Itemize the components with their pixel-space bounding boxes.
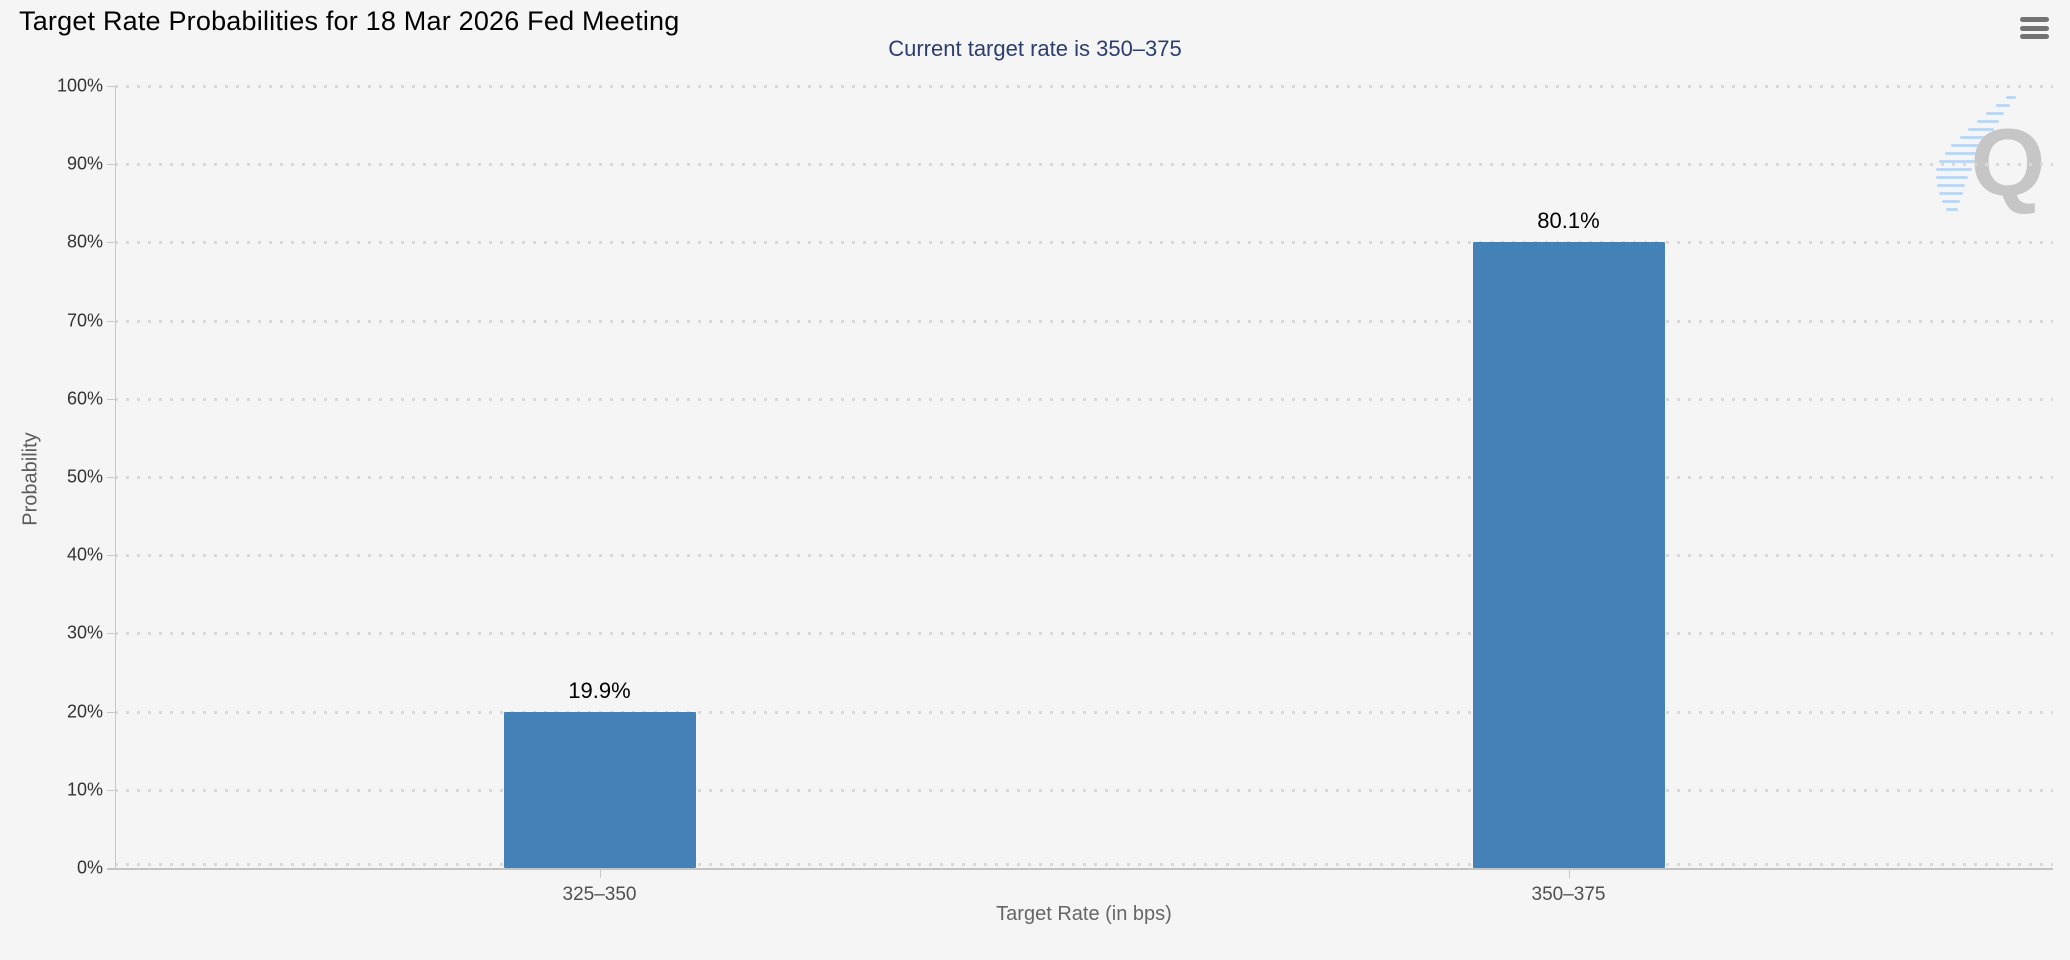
y-axis-tick	[107, 242, 115, 244]
y-axis-tick	[107, 633, 115, 635]
y-axis-tick-label: 20%	[66, 701, 103, 722]
bar-value-label: 19.9%	[568, 678, 631, 704]
y-axis-line	[115, 86, 116, 868]
y-axis-tick	[107, 789, 115, 791]
y-gridline	[115, 319, 2053, 323]
hamburger-bar	[2020, 17, 2049, 22]
x-axis-category-label: 325–350	[562, 884, 637, 905]
y-axis-tick-label: 100%	[56, 75, 103, 96]
y-gridline	[115, 241, 2053, 245]
chart-subtitle: Current target rate is 350–375	[888, 36, 1182, 61]
bar-350-375[interactable]	[1472, 241, 1665, 868]
y-axis-tick	[107, 711, 115, 713]
y-axis-tick-label: 90%	[66, 153, 103, 174]
y-gridline	[115, 632, 2053, 636]
y-gridline	[115, 710, 2053, 714]
hamburger-bar	[2020, 25, 2049, 31]
y-axis-tick	[107, 86, 115, 87]
y-axis-tick-label: 50%	[66, 466, 103, 487]
x-axis-line	[107, 868, 2053, 870]
x-axis-tick	[1568, 870, 1570, 878]
y-gridline	[115, 85, 2053, 88]
y-gridline	[115, 476, 2053, 479]
y-axis-tick-label: 80%	[66, 231, 103, 252]
y-gridline	[115, 397, 2053, 401]
y-gridline	[115, 554, 2053, 558]
x-axis-tick	[599, 870, 601, 878]
y-gridline	[115, 788, 2053, 792]
y-axis-tick-label: 40%	[66, 544, 103, 565]
y-axis-tick-label: 30%	[66, 622, 103, 643]
y-axis-tick-label: 70%	[66, 310, 103, 331]
y-axis-tick-label: 60%	[66, 388, 103, 409]
y-axis-tick-label: 10%	[66, 779, 103, 800]
hamburger-bar	[2020, 34, 2049, 39]
y-axis-tick	[107, 398, 115, 400]
bar-325-350[interactable]	[503, 712, 696, 868]
y-axis-tick-label: 0%	[76, 857, 103, 878]
x-axis-category-label: 350–375	[1531, 884, 1606, 905]
y-gridline	[115, 163, 2053, 167]
y-axis-tick	[107, 555, 115, 557]
hamburger-menu-icon[interactable]	[2020, 15, 2049, 41]
y-axis-tick	[107, 477, 115, 478]
x-axis-title: Target Rate (in bps)	[996, 903, 1172, 925]
y-gridline	[115, 863, 2053, 866]
bar-value-label: 80.1%	[1537, 207, 1600, 233]
y-axis-tick	[107, 320, 115, 322]
chart-title: Target Rate Probabilities for 18 Mar 202…	[19, 6, 680, 36]
y-axis-tick	[107, 164, 115, 166]
